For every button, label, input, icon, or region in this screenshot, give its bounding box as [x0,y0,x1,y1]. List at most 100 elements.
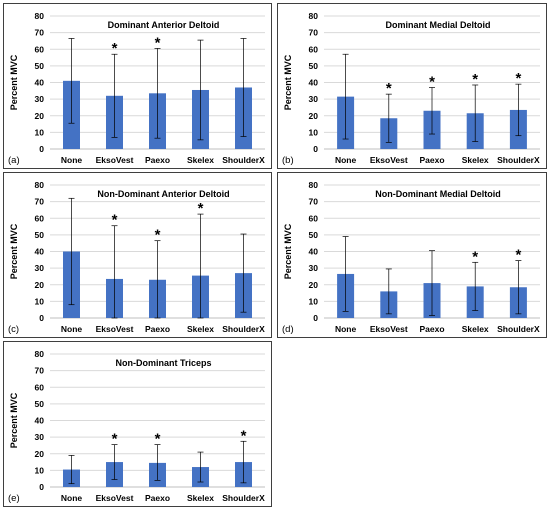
panel-label: (c) [8,324,19,335]
significance-marker: * [155,227,161,244]
y-tick-label: 50 [35,61,45,71]
y-tick-label: 20 [35,280,45,290]
y-tick-label: 0 [313,144,318,154]
y-tick-label: 30 [35,263,45,273]
significance-marker: * [386,80,392,97]
chart-title: Non-Dominant Triceps [115,358,211,368]
panel-label: (a) [8,155,20,166]
y-tick-label: 10 [35,127,45,137]
chart-title: Non-Dominant Anterior Deltoid [97,189,229,199]
y-tick-label: 20 [309,111,319,121]
y-tick-label: 70 [35,197,45,207]
y-tick-label: 0 [313,313,318,323]
y-tick-label: 80 [35,180,45,190]
significance-marker: * [472,71,478,88]
y-tick-label: 70 [35,366,45,376]
x-tick-label: ShoulderX [497,324,540,334]
x-tick-label: Skelex [187,155,214,165]
y-tick-label: 30 [35,432,45,442]
x-tick-label: Paexo [419,324,444,334]
y-tick-label: 40 [35,416,45,426]
y-tick-label: 60 [35,382,45,392]
x-tick-label: Paexo [145,493,170,503]
significance-marker: * [515,70,521,87]
x-tick-label: ShoulderX [222,493,265,503]
y-tick-label: 40 [35,247,45,257]
y-tick-label: 10 [35,465,45,475]
chart-panel-b: 0 10 20 30 40 50 60 70 80 Percent MVC Dominant Med… [277,3,547,169]
y-tick-label: 30 [309,263,319,273]
y-tick-label: 40 [35,78,45,88]
x-tick-label: None [61,493,83,503]
x-tick-label: Skelex [462,155,489,165]
y-tick-label: 0 [39,144,44,154]
y-tick-label: 50 [309,230,319,240]
significance-marker: * [155,34,161,51]
y-tick-label: 70 [309,197,319,207]
y-tick-label: 20 [309,280,319,290]
x-tick-label: ShoulderX [222,324,265,334]
y-axis-label: Percent MVC [9,392,19,448]
y-tick-label: 40 [309,247,319,257]
significance-marker: * [241,427,247,444]
x-tick-label: None [335,324,357,334]
y-tick-label: 60 [309,44,319,54]
x-tick-label: None [61,155,83,165]
y-tick-label: 60 [35,44,45,54]
x-tick-label: None [335,155,357,165]
y-tick-label: 40 [309,78,319,88]
y-tick-label: 80 [309,180,319,190]
significance-marker: * [112,40,118,57]
y-tick-label: 10 [309,127,319,137]
x-tick-label: Paexo [419,155,444,165]
significance-marker: * [472,248,478,265]
chart-panel-c: 0 10 20 30 40 50 60 70 80 Percent MVC Non-Dominant… [3,172,272,338]
chart-title: Non-Dominant Medial Deltoid [375,189,501,199]
chart-title: Dominant Medial Deltoid [385,20,490,30]
chart-panel-d: 0 10 20 30 40 50 60 70 80 Percent MVC Non-Dominant… [277,172,547,338]
x-tick-label: Paexo [145,155,170,165]
panel-label: (d) [282,324,294,335]
y-tick-label: 70 [309,28,319,38]
y-axis-label: Percent MVC [283,54,293,110]
y-tick-label: 20 [35,111,45,121]
y-tick-label: 0 [39,313,44,323]
y-tick-label: 70 [35,28,45,38]
x-tick-label: EksoVest [96,493,134,503]
significance-marker: * [515,247,521,264]
x-tick-label: EksoVest [370,324,408,334]
y-axis-label: Percent MVC [283,223,293,279]
y-tick-label: 0 [39,482,44,492]
y-tick-label: 30 [35,94,45,104]
x-tick-label: Paexo [145,324,170,334]
significance-marker: * [429,73,435,90]
x-tick-label: ShoulderX [222,155,265,165]
x-tick-label: None [61,324,83,334]
x-tick-label: Skelex [187,493,214,503]
x-tick-label: EksoVest [96,324,134,334]
y-axis-label: Percent MVC [9,223,19,279]
significance-marker: * [155,431,161,448]
chart-title: Dominant Anterior Deltoid [108,20,220,30]
y-tick-label: 50 [35,399,45,409]
y-tick-label: 10 [309,296,319,306]
y-axis-label: Percent MVC [9,54,19,110]
significance-marker: * [112,212,118,229]
y-tick-label: 30 [309,94,319,104]
y-tick-label: 80 [35,11,45,21]
x-tick-label: Skelex [187,324,214,334]
x-tick-label: EksoVest [96,155,134,165]
y-tick-label: 80 [35,349,45,359]
y-tick-label: 60 [309,213,319,223]
y-tick-label: 10 [35,296,45,306]
x-tick-label: ShoulderX [497,155,540,165]
y-tick-label: 20 [35,449,45,459]
significance-marker: * [112,431,118,448]
y-tick-label: 50 [35,230,45,240]
panel-label: (b) [282,155,294,166]
panel-label: (e) [8,493,20,504]
x-tick-label: EksoVest [370,155,408,165]
y-tick-label: 80 [309,11,319,21]
y-tick-label: 60 [35,213,45,223]
significance-marker: * [198,200,204,217]
